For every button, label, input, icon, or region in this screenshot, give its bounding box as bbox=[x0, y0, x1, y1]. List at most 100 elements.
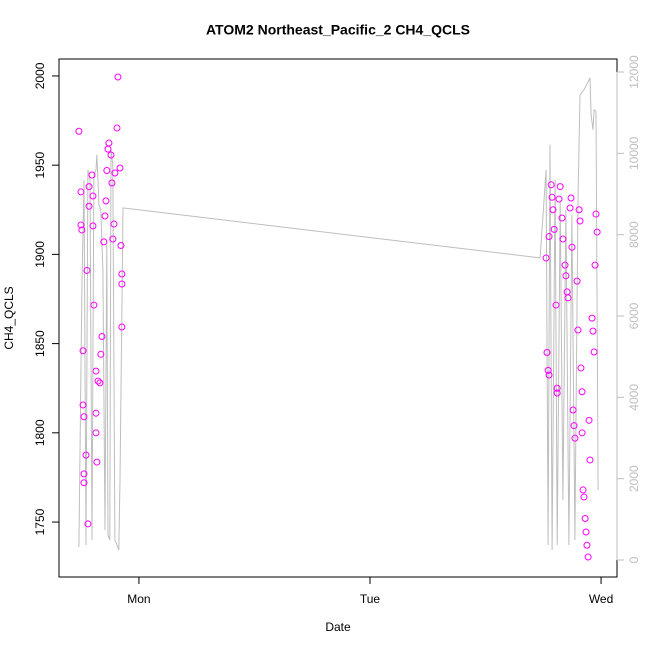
data-point bbox=[553, 389, 561, 397]
data-point bbox=[85, 202, 93, 210]
data-point bbox=[578, 429, 586, 437]
data-point bbox=[107, 151, 115, 159]
y2-tick-label: 8000 bbox=[627, 221, 641, 248]
y2-tick-label: 0 bbox=[627, 556, 641, 563]
data-point bbox=[80, 470, 88, 478]
data-point bbox=[100, 238, 108, 246]
y-tick-label: 2000 bbox=[33, 62, 47, 89]
data-point bbox=[556, 183, 564, 191]
y-tick-label: 1800 bbox=[33, 419, 47, 446]
data-point bbox=[88, 171, 96, 179]
x-tick-label: Wed bbox=[589, 592, 613, 606]
data-point bbox=[545, 371, 553, 379]
data-point bbox=[566, 204, 574, 212]
data-point bbox=[544, 366, 552, 374]
data-point bbox=[111, 169, 119, 177]
data-point bbox=[110, 220, 118, 228]
data-point bbox=[90, 301, 98, 309]
data-point bbox=[109, 235, 117, 243]
data-point bbox=[582, 528, 590, 536]
y-tick-label: 1750 bbox=[33, 508, 47, 535]
data-point bbox=[583, 541, 591, 549]
data-point bbox=[116, 164, 124, 172]
data-point bbox=[108, 179, 116, 187]
data-point bbox=[83, 266, 91, 274]
data-point bbox=[547, 181, 555, 189]
data-point bbox=[118, 323, 126, 331]
data-point bbox=[94, 377, 102, 385]
data-point bbox=[542, 254, 550, 262]
data-point bbox=[75, 127, 83, 135]
data-point bbox=[118, 270, 126, 278]
y-tick-label: 1950 bbox=[33, 151, 47, 178]
data-point bbox=[79, 401, 87, 409]
data-point bbox=[78, 226, 86, 234]
data-point bbox=[101, 212, 109, 220]
data-point bbox=[98, 332, 106, 340]
data-point bbox=[79, 347, 87, 355]
data-point bbox=[574, 326, 582, 334]
data-point bbox=[558, 214, 566, 222]
y-tick-label: 1900 bbox=[33, 241, 47, 268]
data-point bbox=[117, 241, 125, 249]
data-point bbox=[85, 183, 93, 191]
data-point bbox=[568, 243, 576, 251]
data-point bbox=[80, 413, 88, 421]
data-point bbox=[92, 429, 100, 437]
data-point bbox=[559, 235, 567, 243]
data-point bbox=[592, 210, 600, 218]
data-point bbox=[92, 367, 100, 375]
data-point bbox=[585, 416, 593, 424]
data-point bbox=[548, 193, 556, 201]
data-point bbox=[567, 194, 575, 202]
data-point bbox=[581, 514, 589, 522]
y2-tick-label: 10000 bbox=[627, 136, 641, 170]
data-point bbox=[576, 217, 584, 225]
data-point bbox=[113, 124, 121, 132]
data-point bbox=[573, 277, 581, 285]
data-point bbox=[102, 197, 110, 205]
data-point bbox=[552, 301, 560, 309]
y2-tick-label: 12000 bbox=[627, 55, 641, 89]
data-point bbox=[114, 73, 122, 81]
data-point bbox=[77, 221, 85, 229]
y-axis-label: CH4_QCLS bbox=[2, 286, 16, 349]
data-point bbox=[577, 364, 585, 372]
data-point bbox=[545, 233, 553, 241]
x-tick-label: Tue bbox=[360, 592, 381, 606]
data-point bbox=[118, 280, 126, 288]
data-point bbox=[89, 222, 97, 230]
data-point bbox=[89, 192, 97, 200]
data-point bbox=[105, 139, 113, 147]
data-point bbox=[564, 294, 572, 302]
data-point bbox=[570, 422, 578, 430]
data-point bbox=[593, 228, 601, 236]
data-point bbox=[543, 349, 551, 357]
data-point bbox=[569, 406, 577, 414]
data-point bbox=[103, 167, 111, 175]
data-line bbox=[78, 77, 599, 551]
data-point bbox=[82, 451, 90, 459]
y2-tick-label: 6000 bbox=[627, 302, 641, 329]
data-point bbox=[97, 350, 105, 358]
y2-tick-label: 2000 bbox=[627, 465, 641, 492]
data-point bbox=[549, 206, 557, 214]
data-point bbox=[575, 206, 583, 214]
data-point bbox=[561, 261, 569, 269]
y2-tick-label: 4000 bbox=[627, 384, 641, 411]
data-point bbox=[588, 314, 596, 322]
data-point bbox=[96, 379, 104, 387]
data-point bbox=[93, 458, 101, 466]
data-point bbox=[80, 479, 88, 487]
data-point bbox=[584, 553, 592, 561]
data-point bbox=[586, 456, 594, 464]
data-point bbox=[580, 493, 588, 501]
data-point bbox=[84, 520, 92, 528]
data-point bbox=[591, 261, 599, 269]
data-point bbox=[553, 384, 561, 392]
data-point bbox=[550, 225, 558, 233]
data-point bbox=[578, 388, 586, 396]
data-point bbox=[579, 486, 587, 494]
